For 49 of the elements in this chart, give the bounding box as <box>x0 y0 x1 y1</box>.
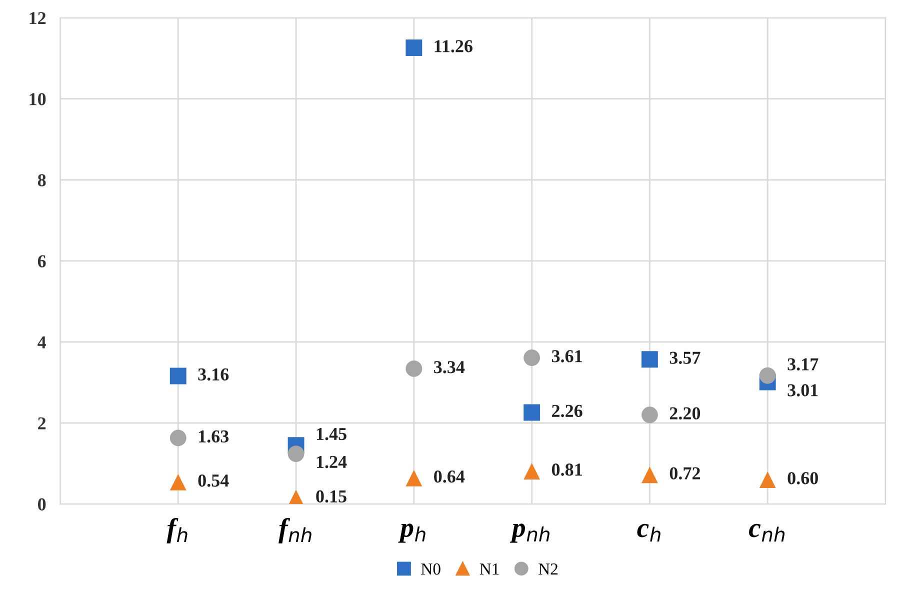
point <box>524 463 540 480</box>
point <box>642 466 658 484</box>
point <box>406 40 422 56</box>
data-label: 0.54 <box>198 474 229 487</box>
data-label: 0.72 <box>670 467 700 480</box>
data-label: 11.26 <box>434 40 472 52</box>
data-label: 1.63 <box>199 430 229 443</box>
data-label: 2.26 <box>552 404 582 418</box>
point <box>170 430 186 446</box>
legend-label: N1 <box>480 563 499 574</box>
data-label: 3.16 <box>198 368 229 381</box>
data-label: 1.45 <box>316 428 346 440</box>
y-tick-label: 12 <box>30 12 46 24</box>
y-tick-label: 8 <box>38 174 46 186</box>
point <box>642 406 658 424</box>
data-label: 0.64 <box>434 470 465 483</box>
y-tick-label: 6 <box>38 255 46 268</box>
data-label: 0.15 <box>316 490 346 503</box>
y-tick-label: 2 <box>38 417 46 430</box>
y-tick-label: 4 <box>38 336 46 348</box>
x-tick-label: p$_{nh}$ <box>510 524 550 543</box>
data-label: 1.24 <box>316 456 347 468</box>
point <box>170 368 186 384</box>
data-label: 3.57 <box>670 352 700 364</box>
x-tick-label: f$_{h}$ <box>166 518 188 544</box>
point <box>288 446 304 462</box>
point <box>759 367 776 384</box>
y-tick-label: 10 <box>30 93 46 106</box>
data-label: 2.20 <box>670 407 700 420</box>
data-label: 3.34 <box>434 361 465 374</box>
x-tick-label: f$_{nh}$ <box>278 518 312 544</box>
point <box>642 351 658 368</box>
point <box>524 404 540 421</box>
point <box>759 472 776 488</box>
point <box>170 474 186 490</box>
point <box>406 360 422 377</box>
data-label: 3.17 <box>788 358 818 370</box>
data-label: 0.60 <box>788 472 818 484</box>
legend-label: N2 <box>538 563 558 574</box>
point <box>524 350 540 366</box>
data-label: 0.81 <box>552 464 582 476</box>
x-tick-label: p$_{h}$ <box>398 524 426 543</box>
x-tick-label: c$_{h}$ <box>637 524 660 542</box>
legend-label: N0 <box>421 563 440 575</box>
x-tick-label: c$_{nh}$ <box>749 524 785 542</box>
data-label: 3.61 <box>552 350 582 362</box>
data-label: 3.01 <box>788 384 818 396</box>
y-tick-label: 0 <box>38 498 46 510</box>
point <box>406 470 422 486</box>
